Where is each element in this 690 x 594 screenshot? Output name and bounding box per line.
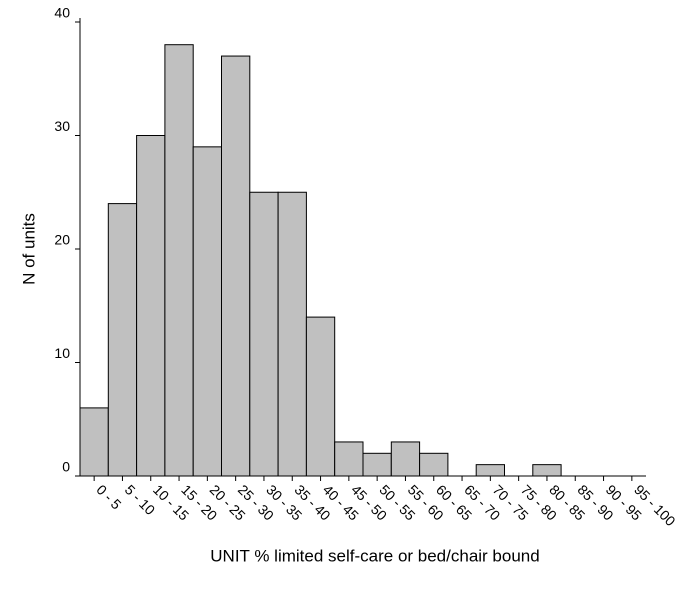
y-tick-label: 20 xyxy=(54,232,70,248)
bar xyxy=(532,464,562,477)
bar xyxy=(334,441,364,477)
bar xyxy=(305,316,336,477)
bar xyxy=(277,191,307,477)
y-tick-label: 30 xyxy=(54,118,70,134)
x-axis-title: UNIT % limited self-care or bed/chair bo… xyxy=(210,546,539,565)
bar xyxy=(249,191,279,477)
bar xyxy=(79,407,109,477)
bar xyxy=(475,464,506,477)
bar xyxy=(164,44,194,477)
bar xyxy=(419,452,449,477)
x-tick-label: 0 - 5 xyxy=(93,481,124,512)
bar xyxy=(362,452,392,477)
y-tick-label: 0 xyxy=(62,459,70,475)
bar xyxy=(136,135,166,477)
x-tick-label: 5 - 10 xyxy=(122,481,159,518)
bar xyxy=(390,441,421,477)
bar xyxy=(192,146,222,477)
y-tick-label: 40 xyxy=(54,5,70,21)
y-tick-label: 10 xyxy=(54,345,70,361)
bar xyxy=(221,55,251,477)
y-axis-title: N of units xyxy=(19,213,38,285)
bar xyxy=(107,203,138,477)
